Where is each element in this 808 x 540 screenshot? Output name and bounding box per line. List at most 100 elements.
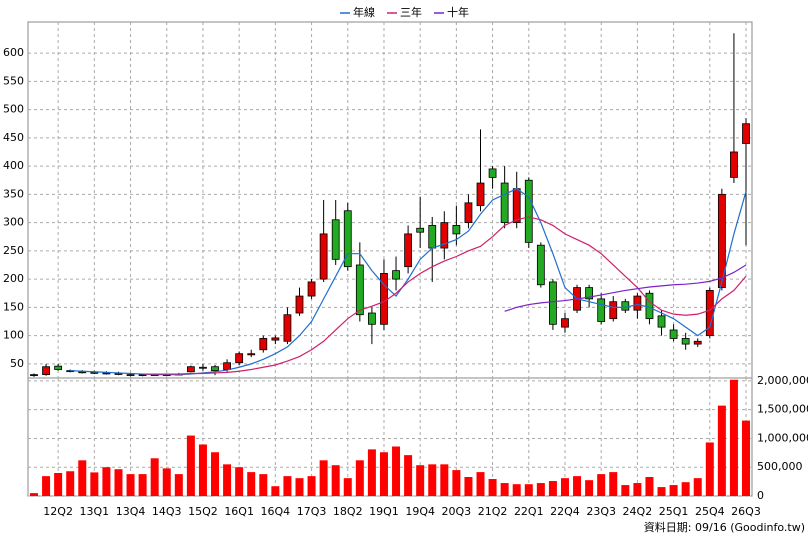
volume-bar [693, 478, 702, 496]
volume-bar [536, 483, 545, 496]
x-tick-label: 16Q4 [261, 505, 291, 518]
candle-body [645, 292, 654, 320]
volume-bar [500, 483, 509, 496]
volume-bar [343, 478, 352, 496]
y2-tick-label: 1,000,000 [757, 431, 808, 444]
volume-bar [198, 444, 207, 496]
x-tick-label: 16Q1 [224, 505, 254, 518]
candle-body [681, 338, 690, 345]
volume-bar [464, 477, 473, 496]
candle-body [488, 168, 497, 178]
volume-bar [729, 379, 738, 496]
candle-body [307, 281, 316, 297]
y-tick-label: 100 [3, 329, 24, 342]
volume-bar [42, 476, 51, 496]
candle-body [524, 179, 533, 243]
volume-bar [657, 487, 666, 496]
candle-body [452, 225, 461, 235]
candle-body [428, 225, 437, 249]
ma-line [504, 264, 747, 312]
candle-body [500, 182, 509, 224]
volume-bar [355, 460, 364, 496]
volume-bar [404, 455, 413, 496]
candle-body [235, 353, 244, 364]
volume-bar [585, 480, 594, 496]
candle-body [295, 295, 304, 314]
y-tick-label: 200 [3, 272, 24, 285]
volume-bar [717, 405, 726, 496]
volume-bar [452, 470, 461, 496]
candle-body [186, 366, 195, 373]
y2-tick-label: 500,000 [757, 460, 803, 473]
x-tick-label: 19Q1 [369, 505, 399, 518]
volume-bar [392, 446, 401, 496]
candle-body [331, 219, 340, 260]
volume-bar [126, 474, 135, 496]
ma-line [142, 216, 747, 375]
x-tick-label: 25Q1 [659, 505, 689, 518]
volume-bar [162, 468, 171, 496]
y-tick-label: 300 [3, 216, 24, 229]
candle-body [404, 233, 413, 268]
y-tick-label: 400 [3, 159, 24, 172]
x-tick-label: 15Q2 [188, 505, 218, 518]
volume-bar [705, 442, 714, 496]
x-tick-label: 22Q1 [514, 505, 544, 518]
candle-body [355, 264, 364, 316]
volume-bar [211, 452, 220, 496]
volume-bar [633, 483, 642, 496]
volume-bar [645, 477, 654, 496]
y-tick-label: 50 [10, 357, 24, 370]
x-tick-label: 18Q2 [333, 505, 363, 518]
x-tick-label: 23Q3 [586, 505, 616, 518]
volume-bar [416, 465, 425, 496]
candle-body [30, 374, 38, 377]
x-tick-label: 25Q4 [695, 505, 725, 518]
volume-bar [331, 465, 340, 496]
volume-bar [742, 420, 750, 496]
volume-panel [27, 377, 753, 497]
candle-body [669, 329, 678, 339]
volume-bar [319, 460, 328, 496]
x-tick-label: 14Q3 [152, 505, 182, 518]
volume-bar [609, 472, 618, 496]
volume-bar [367, 449, 376, 496]
volume-bar [597, 474, 606, 496]
volume-bar [428, 464, 437, 496]
candle-body [283, 314, 292, 342]
volume-bar [548, 481, 557, 496]
candle-body [42, 366, 50, 376]
candle-body [392, 270, 400, 280]
volume-bar [560, 478, 569, 496]
candle-body [585, 287, 594, 300]
volume-bar [307, 476, 316, 496]
x-tick-label: 26Q3 [731, 505, 761, 518]
candle-body [730, 151, 738, 178]
volume-bar [681, 482, 690, 496]
candle-body [416, 227, 425, 233]
y2-tick-label: 2,000,000 [757, 374, 808, 387]
candle-body [717, 193, 726, 288]
volume-bar [174, 474, 183, 496]
legend-label: 十年 [447, 5, 469, 19]
footnote: 資料日期: 09/16 (Goodinfo.tw) [644, 520, 805, 534]
candle-body [259, 338, 268, 351]
y-tick-label: 350 [3, 187, 24, 200]
candle-body [247, 353, 256, 356]
candle-body [633, 295, 642, 311]
candle-body [54, 365, 63, 370]
candle-body [343, 210, 352, 268]
x-tick-label: 22Q4 [550, 505, 580, 518]
candle-body [693, 340, 702, 345]
candle-body [512, 188, 521, 224]
volume-bar [476, 472, 485, 496]
volume-bar [150, 458, 159, 496]
y-tick-label: 250 [3, 244, 24, 257]
y-tick-label: 500 [3, 103, 24, 116]
x-tick-label: 13Q4 [116, 505, 146, 518]
volume-bar [138, 474, 147, 496]
legend-label: 年線 [353, 5, 375, 19]
volume-bar [90, 472, 99, 496]
candle-body [223, 362, 231, 370]
